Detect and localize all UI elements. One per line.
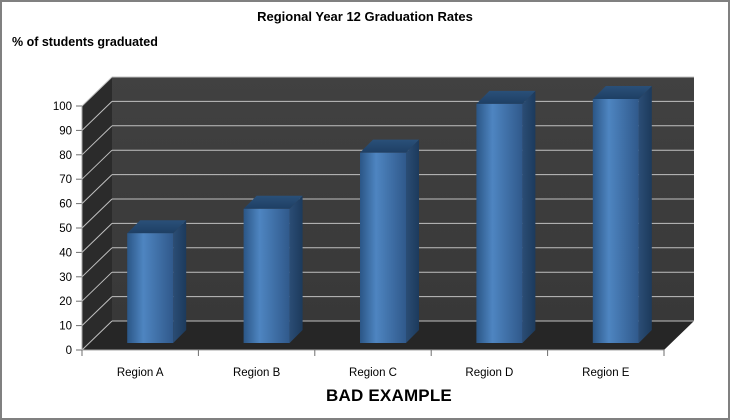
x-tick-label: Region A <box>117 367 164 379</box>
x-tick-label: Region B <box>233 367 281 379</box>
bar-region-a <box>127 220 187 343</box>
bar-region-d <box>476 90 536 343</box>
y-tick-label: 90 <box>59 125 72 137</box>
chart-title: Regional Year 12 Graduation Rates <box>257 9 473 24</box>
y-tick-label: 0 <box>66 345 72 357</box>
y-tick-label: 80 <box>59 150 72 162</box>
bar-region-b <box>243 195 303 343</box>
gridline-sidewall <box>81 223 113 253</box>
y-tick-label: 100 <box>53 101 72 113</box>
gridline-sidewall <box>81 76 113 107</box>
gridline-sidewall <box>81 271 113 302</box>
y-tick-label: 20 <box>59 296 72 308</box>
gridline-sidewall <box>81 149 113 180</box>
gridline-sidewall <box>81 198 113 229</box>
gridline-sidewall <box>81 320 113 351</box>
gridline-sidewall <box>81 101 113 131</box>
y-axis-title: % of students graduated <box>12 35 158 49</box>
gridline-sidewall <box>81 296 113 326</box>
y-tick-label: 70 <box>59 174 72 186</box>
y-tick-label: 30 <box>59 272 72 284</box>
caption-bad-example: BAD EXAMPLE <box>326 386 452 405</box>
y-tick-label: 60 <box>59 199 72 211</box>
x-tick-label: Region D <box>465 367 513 379</box>
x-tick-label: Region C <box>349 367 397 379</box>
gridline-sidewall <box>81 174 113 204</box>
x-tick-label: Region E <box>582 367 630 379</box>
bar-region-c <box>360 139 419 343</box>
gridline-sidewall <box>81 125 113 156</box>
y-tick-label: 50 <box>59 223 72 235</box>
y-tick-label: 10 <box>59 321 72 333</box>
bar-region-e <box>592 86 652 343</box>
gridline-sidewall <box>81 247 113 278</box>
y-tick-label: 40 <box>59 247 72 259</box>
